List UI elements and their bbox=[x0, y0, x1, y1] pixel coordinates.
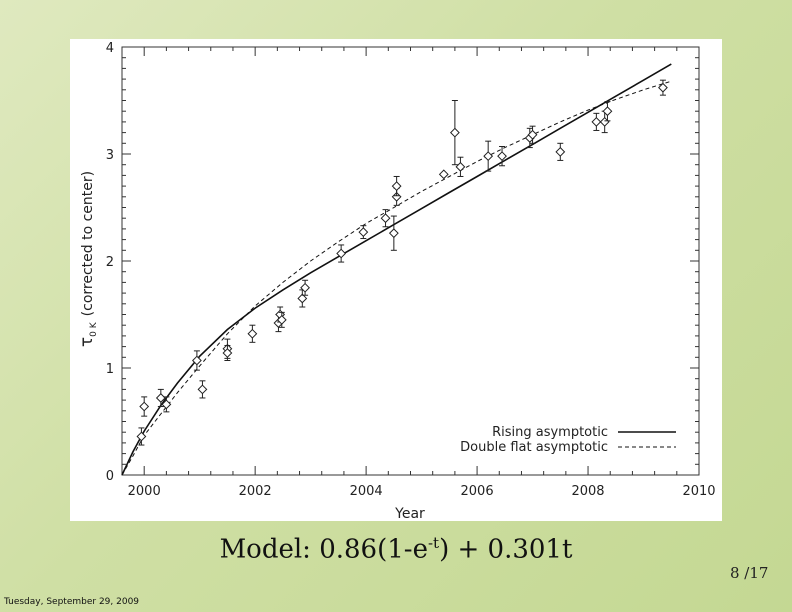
x-tick-label: 2002 bbox=[239, 484, 272, 499]
data-point-diamond bbox=[455, 161, 466, 172]
data-point-diamond bbox=[136, 431, 147, 442]
data-point-diamond bbox=[438, 169, 449, 180]
y-tick-label: 4 bbox=[106, 41, 114, 56]
tick-labels: 2000 2002 2004 2006 2008 2010 0 1 2 3 4 bbox=[106, 41, 716, 499]
data-point-diamond bbox=[222, 348, 233, 358]
axis-ticks bbox=[122, 46, 700, 476]
x-tick-label: 2000 bbox=[128, 484, 161, 499]
y-axis-title: τ0 K (corrected to center) bbox=[77, 171, 99, 347]
y-tick-label: 0 bbox=[106, 469, 114, 484]
data-point-diamond bbox=[276, 314, 287, 325]
scatter-chart: 2000 2002 2004 2006 2008 2010 0 1 2 3 4 Year τ0 K (… bbox=[77, 41, 716, 521]
plot-frame bbox=[121, 46, 700, 476]
legend-label-double: Double flat asymptotic bbox=[460, 440, 608, 455]
caption-prefix: Model: 0.86(1-e bbox=[219, 534, 428, 565]
data-point-diamond bbox=[191, 355, 202, 366]
y-axis-suffix: (corrected to center) bbox=[80, 171, 96, 316]
x-tick-label: 2008 bbox=[571, 484, 604, 499]
y-tick-label: 3 bbox=[106, 148, 114, 163]
data-point-diamond bbox=[247, 328, 258, 339]
caption-superscript: -t bbox=[427, 534, 440, 552]
legend-label-rising: Rising asymptotic bbox=[492, 425, 608, 440]
x-axis-title: Year bbox=[394, 506, 425, 521]
page-number: 8 /17 bbox=[730, 564, 769, 582]
data-point-diamond bbox=[300, 282, 310, 293]
data-point-diamond bbox=[527, 129, 538, 140]
footer-date: Tuesday, September 29, 2009 bbox=[4, 597, 140, 607]
caption-suffix: ) + 0.301t bbox=[439, 534, 573, 565]
data-point-diamond bbox=[591, 116, 602, 127]
model-lines bbox=[121, 63, 672, 476]
data-point-diamond bbox=[336, 248, 347, 259]
x-tick-label: 2006 bbox=[461, 484, 494, 499]
data-point-diamond bbox=[297, 293, 308, 304]
data-point-diamond bbox=[388, 228, 399, 239]
y-axis-symbol: τ bbox=[77, 337, 97, 347]
data-point-diamond bbox=[380, 213, 391, 224]
data-point-diamond bbox=[139, 401, 150, 412]
data-point-diamond bbox=[483, 151, 494, 162]
plot-panel: 2000 2002 2004 2006 2008 2010 0 1 2 3 4 Year τ0 K (… bbox=[70, 39, 722, 521]
y-tick-label: 2 bbox=[106, 255, 114, 270]
data-point-diamond bbox=[602, 106, 613, 117]
y-tick-label: 1 bbox=[106, 362, 114, 377]
double-flat-curve bbox=[121, 80, 672, 476]
data-point-diamond bbox=[449, 127, 460, 138]
x-tick-label: 2010 bbox=[682, 484, 715, 499]
data-point-diamond bbox=[555, 146, 566, 157]
legend: Rising asymptotic Double flat asymptotic bbox=[460, 425, 676, 455]
model-caption: Model: 0.86(1-e-t) + 0.301t bbox=[0, 534, 792, 565]
y-axis-subscript: 0 K bbox=[89, 321, 99, 337]
data-point-diamond bbox=[358, 227, 369, 238]
rising-curve bbox=[121, 63, 672, 476]
data-point-diamond bbox=[197, 384, 208, 395]
data-points bbox=[136, 79, 668, 446]
data-point-diamond bbox=[658, 82, 668, 93]
data-point-diamond bbox=[391, 181, 402, 192]
data-point-diamond bbox=[497, 151, 507, 162]
x-tick-label: 2004 bbox=[350, 484, 383, 499]
data-point-diamond bbox=[161, 399, 172, 410]
